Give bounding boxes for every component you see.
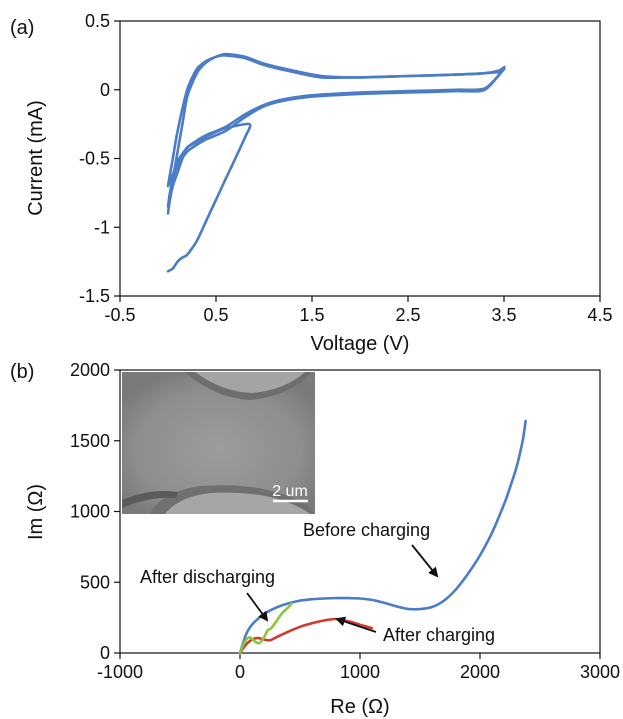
panel-b-y-axis-label: Im (Ω) [25, 484, 47, 540]
x-tick-label: -0.5 [104, 305, 135, 325]
panel-b-label: (b) [10, 361, 34, 383]
annotation-after-discharging: After discharging [140, 567, 275, 587]
sem-inset-image: 2 um [122, 372, 315, 514]
y-tick-label: 0 [100, 643, 110, 663]
x-tick-label: 2.5 [395, 305, 420, 325]
y-tick-label: 2000 [70, 360, 110, 380]
panel-a-series [166, 52, 506, 273]
x-tick-label: 4.5 [587, 305, 612, 325]
panel-a-frame [119, 20, 601, 297]
annotation-before-charging: Before charging [303, 520, 430, 540]
y-tick-label: -0.5 [79, 149, 110, 169]
panel-a-x-axis-label: Voltage (V) [311, 333, 410, 355]
annotation-after-charging-arrow [335, 616, 377, 633]
panel-a-label: (a) [10, 17, 34, 39]
panel-a: (a) -0.5 0.5 1.5 2.5 3.5 4.5 0.5 0 -0.5 -1 -1.5 V… [10, 11, 613, 355]
panel-a-y-axis-label: Current (mA) [25, 100, 47, 216]
y-tick-label: 1000 [70, 502, 110, 522]
y-tick-label: -1.5 [79, 286, 110, 306]
panel-a-x-ticks: -0.5 0.5 1.5 2.5 3.5 4.5 [104, 296, 613, 325]
scale-bar-label: 2 um [272, 483, 308, 500]
annotation-after-discharging-arrow [246, 592, 269, 622]
panel-b-x-ticks: -1000 0 1000 2000 3000 [97, 653, 620, 682]
cv-cycle-series-1 [166, 52, 506, 188]
panel-b: (b) -1000 0 1000 2000 3000 2000150010005000 … [10, 360, 620, 718]
cv-cycle-series-2 [166, 122, 252, 273]
cv-cycle-series-0 [166, 54, 506, 208]
y-tick-label: 500 [80, 572, 110, 592]
impedance-series-2 [238, 602, 293, 655]
x-tick-label: 1000 [340, 662, 380, 682]
x-tick-label: 0 [235, 662, 245, 682]
x-tick-label: 2000 [460, 662, 500, 682]
impedance-series-0 [238, 419, 527, 655]
panel-b-x-axis-label: Re (Ω) [330, 696, 389, 718]
annotation-before-charging-arrow [411, 544, 439, 578]
x-tick-label: -1000 [97, 662, 143, 682]
x-tick-label: 3.5 [491, 305, 516, 325]
x-tick-label: 3000 [580, 662, 620, 682]
y-tick-label: 1500 [70, 431, 110, 451]
y-tick-label: 0.5 [85, 11, 110, 31]
annotation-after-charging: After charging [383, 625, 495, 645]
y-tick-label: -1 [94, 217, 110, 237]
x-tick-label: 1.5 [299, 305, 324, 325]
panel-a-y-ticks: 0.5 0 -0.5 -1 -1.5 [79, 11, 120, 306]
x-tick-label: 0.5 [203, 305, 228, 325]
panel-b-y-ticks: 2000 1500 1000 500 0 [70, 360, 120, 663]
y-tick-label: 0 [100, 80, 110, 100]
